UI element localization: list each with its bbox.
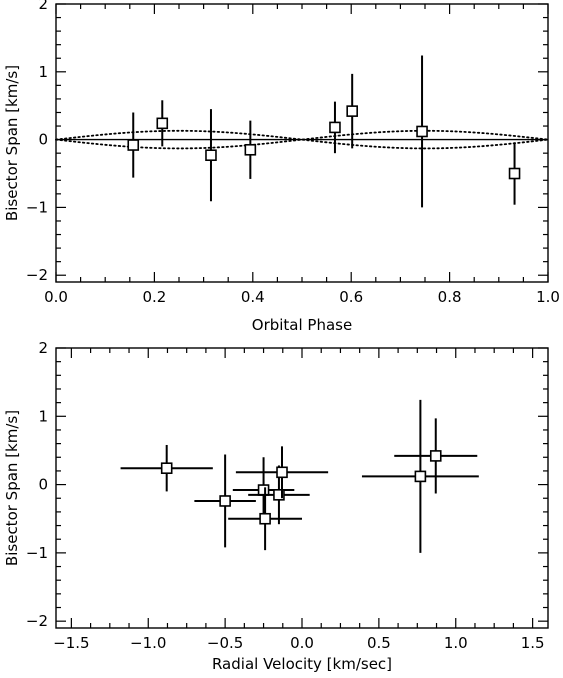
data-point-square (508, 167, 521, 180)
x-axis-title: Radial Velocity [km/sec] (212, 655, 392, 673)
data-point-square (259, 512, 271, 525)
data-point-square (416, 125, 428, 138)
x-tick-label: 1.0 (536, 288, 560, 306)
data-point-square (205, 149, 217, 162)
model-curve-dotted-upper (55, 129, 549, 141)
data-point-square (414, 470, 427, 483)
x-tick-label: 0.4 (241, 288, 265, 306)
y-tick-label: −2 (26, 612, 48, 630)
radial-velocity-panel: −1.5 −1.0 −0.5 0.0 0.5 1.0 1.5 −2 −1 0 1 2 Radial Ve… (3, 339, 549, 673)
x-tick-label: −0.5 (207, 634, 243, 652)
data-point-square (127, 139, 140, 151)
data-point-square (156, 117, 169, 130)
data-point-square (346, 105, 358, 117)
data-point-square (273, 489, 285, 501)
y-tick-label: −1 (26, 544, 48, 562)
y-tick-label: 1 (38, 63, 48, 81)
y-axis-title: Bisector Span [km/s] (3, 410, 21, 566)
plot-frame (55, 347, 549, 629)
x-tick-label: 1.0 (444, 634, 468, 652)
x-tick-label: −1.5 (53, 634, 89, 652)
y-tick-label: 0 (38, 131, 48, 149)
x-tick-label: −1.0 (130, 634, 166, 652)
x-tick-label: 0.0 (44, 288, 68, 306)
y-tick-label: 1 (38, 407, 48, 425)
y-tick-label: −2 (26, 266, 48, 284)
x-tick-label: 0.6 (339, 288, 363, 306)
x-axis-title: Orbital Phase (252, 316, 352, 334)
data-point-square (219, 495, 231, 507)
y-tick-label: −1 (26, 198, 48, 216)
x-tick-label: 0.5 (367, 634, 391, 652)
x-tick-label: 0.2 (142, 288, 166, 306)
data-point-square (329, 121, 341, 134)
x-tick-label: 1.5 (521, 634, 545, 652)
y-axis-title: Bisector Span [km/s] (3, 65, 21, 221)
data-point-square (429, 450, 442, 462)
y-tick-label: 2 (38, 0, 48, 13)
phase-panel: 0.0 0.2 0.4 0.6 0.8 1.0 −2 −1 0 1 2 Orbital Phase Bi… (3, 0, 560, 334)
data-point-square (257, 484, 270, 496)
data-point-square (276, 466, 288, 479)
x-tick-label: 0.0 (290, 634, 314, 652)
y-tick-label: 0 (38, 476, 48, 494)
data-point-square (244, 143, 257, 156)
y-tick-label: 2 (38, 339, 48, 357)
data-point-square (160, 462, 173, 474)
x-tick-label: 0.8 (438, 288, 462, 306)
